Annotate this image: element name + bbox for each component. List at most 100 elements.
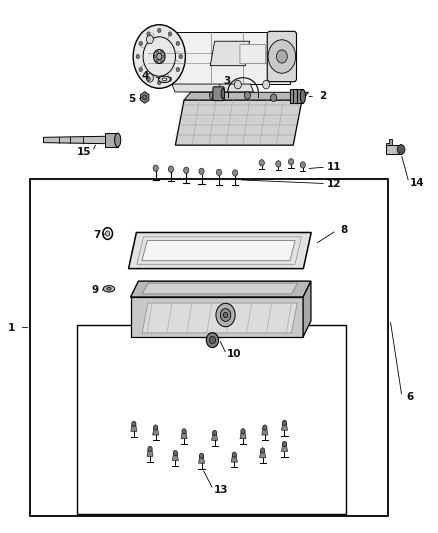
Text: 13: 13 [214,485,229,495]
Polygon shape [142,303,297,333]
Polygon shape [282,423,288,430]
Circle shape [184,167,189,173]
Circle shape [397,145,405,155]
Ellipse shape [162,78,166,80]
Polygon shape [131,424,137,431]
Polygon shape [142,240,295,261]
Circle shape [176,67,180,71]
Circle shape [148,446,152,451]
Polygon shape [142,283,297,294]
Circle shape [143,95,147,100]
Ellipse shape [399,145,404,155]
Polygon shape [290,90,303,103]
Circle shape [223,312,228,318]
Circle shape [168,32,172,36]
Circle shape [132,421,136,426]
Text: 10: 10 [227,349,241,359]
Polygon shape [172,84,254,92]
Polygon shape [260,450,266,458]
Circle shape [139,42,142,46]
Text: 4: 4 [142,71,149,81]
Text: 12: 12 [327,179,341,189]
Polygon shape [210,41,250,66]
Circle shape [139,67,142,71]
Bar [77,325,346,514]
Circle shape [153,165,158,171]
Text: 11: 11 [327,162,341,172]
Polygon shape [152,427,159,435]
Polygon shape [148,32,290,84]
Circle shape [209,92,215,99]
Polygon shape [212,433,218,440]
Circle shape [234,80,241,89]
Circle shape [199,168,204,174]
Circle shape [206,333,219,348]
Polygon shape [147,449,153,456]
Circle shape [153,425,158,430]
Circle shape [263,80,270,89]
Circle shape [261,448,265,453]
Polygon shape [262,427,268,435]
Ellipse shape [115,133,121,147]
Polygon shape [231,455,237,462]
Circle shape [156,51,159,54]
Circle shape [233,169,238,176]
Text: 9: 9 [91,286,98,295]
FancyBboxPatch shape [213,87,224,101]
Circle shape [133,25,185,88]
Circle shape [168,77,172,81]
Circle shape [160,51,162,54]
Polygon shape [172,453,178,461]
Circle shape [283,441,287,447]
Circle shape [276,50,287,63]
Ellipse shape [300,90,305,103]
Polygon shape [175,100,302,145]
Circle shape [158,28,161,33]
Text: 14: 14 [410,177,424,188]
Text: 6: 6 [406,392,413,402]
Circle shape [220,309,231,321]
Circle shape [136,54,140,59]
Polygon shape [141,92,149,103]
Ellipse shape [158,76,170,83]
Circle shape [146,74,153,82]
FancyBboxPatch shape [240,44,266,63]
Polygon shape [240,431,246,439]
Polygon shape [184,92,308,100]
Circle shape [283,420,287,425]
Polygon shape [43,134,118,147]
Circle shape [160,59,162,62]
Bar [30,179,389,516]
Polygon shape [128,232,311,269]
Polygon shape [303,281,311,337]
Circle shape [209,336,215,344]
Circle shape [106,231,110,236]
Circle shape [268,40,296,73]
Circle shape [162,55,165,58]
Circle shape [168,166,173,172]
Text: 5: 5 [128,93,135,103]
Polygon shape [131,297,303,337]
Ellipse shape [107,287,111,290]
Polygon shape [131,281,311,297]
Circle shape [212,430,217,435]
Circle shape [263,425,267,430]
Circle shape [179,54,183,59]
Text: 8: 8 [341,225,348,236]
Circle shape [199,453,204,458]
Circle shape [158,80,161,85]
Circle shape [300,162,305,168]
Circle shape [173,450,177,456]
Polygon shape [198,456,205,463]
Polygon shape [386,145,401,155]
Circle shape [156,59,159,62]
Circle shape [154,55,157,58]
Polygon shape [386,139,392,145]
Circle shape [176,42,180,46]
Polygon shape [106,133,118,147]
Circle shape [147,32,150,36]
Text: 2: 2 [319,91,327,101]
Ellipse shape [103,286,115,292]
Circle shape [232,452,237,457]
Circle shape [157,53,162,60]
